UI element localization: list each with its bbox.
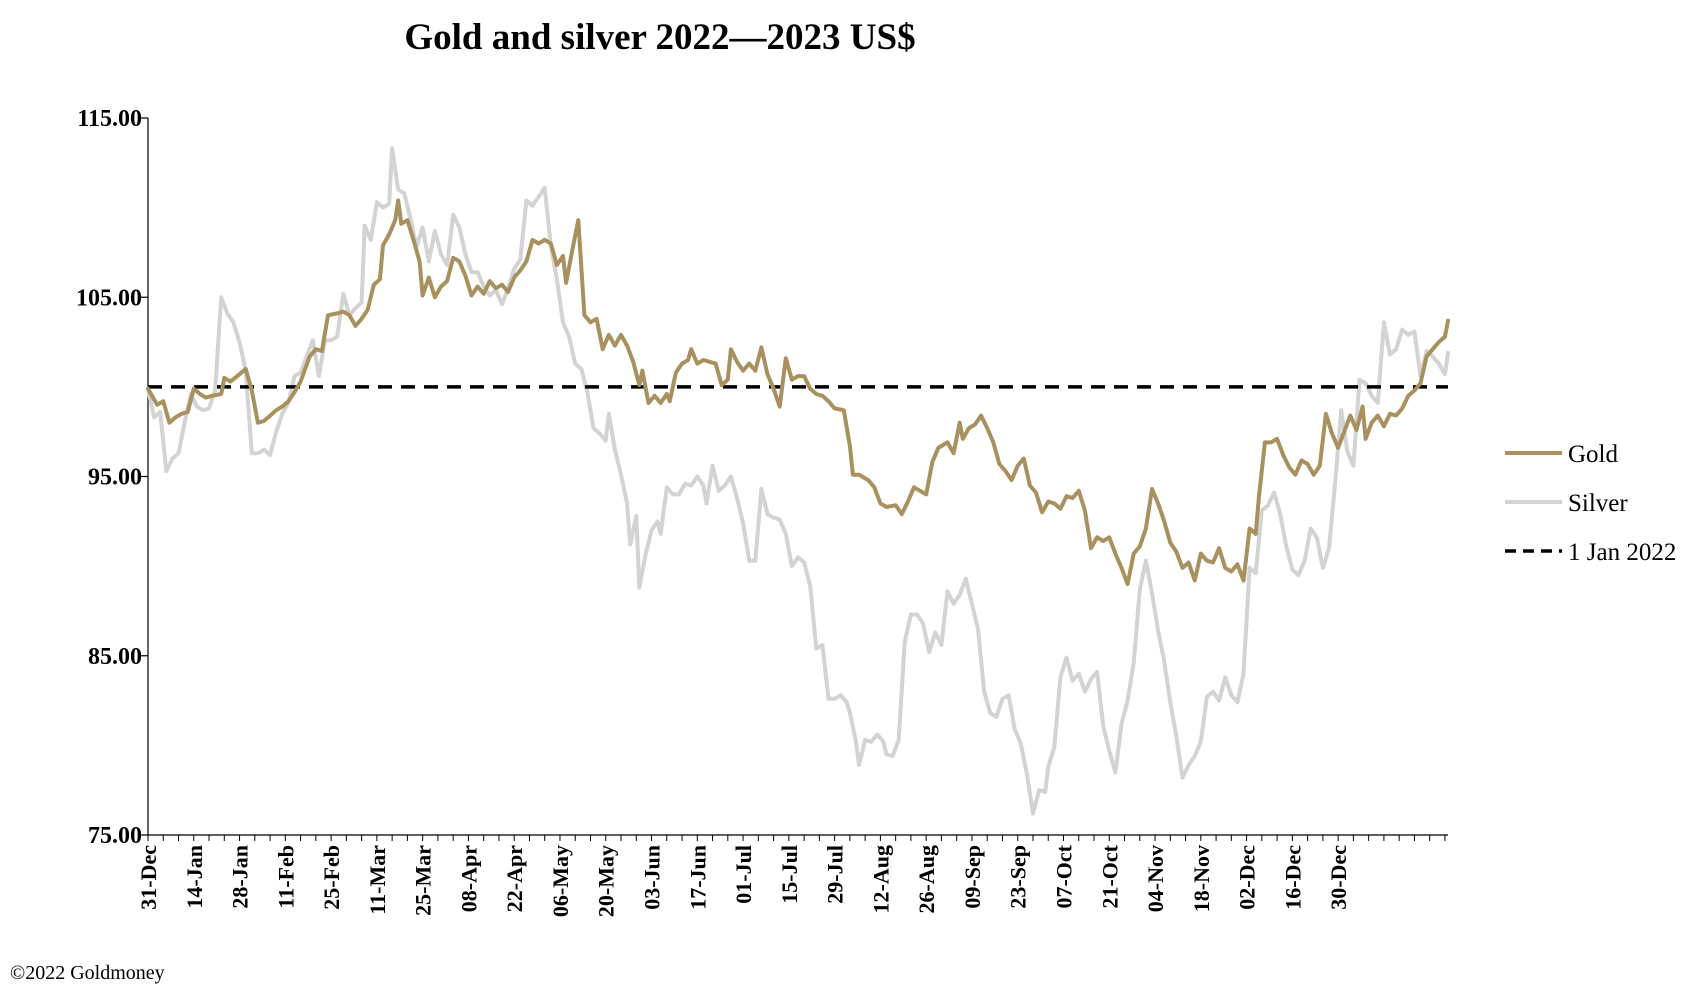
x-tick-label: 22-Apr [502,845,527,912]
y-tick-label: 75.00 [88,823,142,849]
x-tick-label: 23-Sep [1006,845,1031,909]
x-tick-label: 18-Nov [1189,845,1214,912]
x-tick-label: 03-Jun [640,845,665,910]
x-tick-label: 25-Mar [411,845,436,916]
x-tick-label: 30-Dec [1326,845,1351,910]
x-tick-label: 11-Feb [273,845,298,909]
x-tick-label: 02-Dec [1235,845,1260,910]
x-tick-label: 07-Oct [1051,844,1076,908]
x-tick-label: 20-May [594,845,619,917]
copyright-footer: ©2022 Goldmoney [10,962,165,984]
x-tick-label: 01-Jul [731,845,756,904]
y-tick-label: 115.00 [77,106,142,132]
x-tick-label: 04-Nov [1143,845,1168,912]
x-tick-label: 21-Oct [1097,844,1122,908]
legend: Gold Silver 1 Jan 2022 [1505,441,1676,566]
x-tick-label: 26-Aug [914,845,939,913]
x-tick-label: 17-Jun [685,845,710,910]
legend-label: 1 Jan 2022 [1568,539,1676,566]
x-tick-label: 31-Dec [136,845,161,910]
x-tick-label: 11-Mar [365,845,390,915]
y-axis: 75.00 85.00 95.00 105.00 115.00 [76,106,149,849]
chart-title: Gold and silver 2022—2023 US$ [404,17,915,58]
x-tick-label: 16-Dec [1280,845,1305,910]
series-line-gold [146,198,1450,586]
series-line-silver [146,146,1450,816]
x-axis: 31-Dec 14-Jan 28-Jan 11-Feb 25-Feb 11-Mar 25-M… [136,834,1448,917]
x-tick-label: 12-Aug [868,845,893,913]
x-tick-label: 15-Jul [777,845,802,904]
legend-label: Silver [1568,490,1628,517]
x-tick-label: 29-Jul [823,845,848,904]
legend-label: Gold [1568,441,1619,468]
x-tick-label: 28-Jan [228,845,253,909]
y-tick-label: 95.00 [88,465,142,491]
x-tick-label: 06-May [548,845,573,917]
y-tick-label: 105.00 [76,285,142,311]
series-lines [146,146,1450,816]
x-tick-label: 25-Feb [319,845,344,910]
x-tick-label: 09-Sep [960,845,985,909]
y-tick-label: 85.00 [88,644,142,670]
x-tick-label: 14-Jan [182,845,207,909]
x-tick-label: 08-Apr [456,845,481,912]
